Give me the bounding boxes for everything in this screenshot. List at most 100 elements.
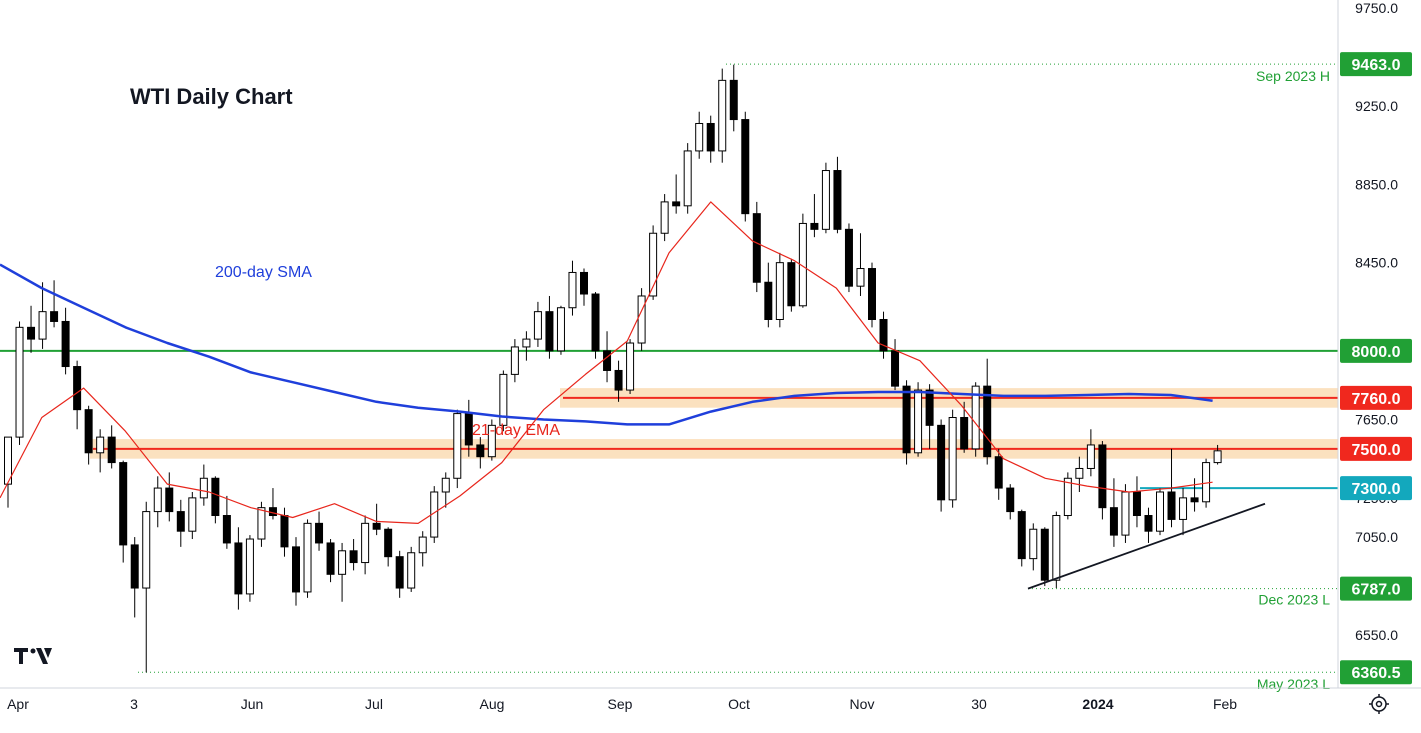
candle[interactable] — [879, 311, 888, 359]
candle[interactable] — [637, 288, 646, 351]
candle[interactable] — [384, 527, 393, 567]
candle[interactable] — [994, 448, 1003, 500]
candle[interactable] — [234, 527, 243, 610]
candle[interactable] — [614, 360, 623, 402]
candle[interactable] — [741, 111, 750, 222]
candle[interactable] — [407, 546, 416, 592]
candle[interactable] — [418, 531, 427, 567]
candle[interactable] — [176, 499, 185, 547]
candle[interactable] — [326, 539, 335, 583]
candle[interactable] — [303, 519, 312, 598]
gear-icon[interactable] — [1369, 694, 1389, 714]
candle[interactable] — [199, 464, 208, 506]
candle[interactable] — [222, 495, 231, 549]
candle[interactable] — [211, 476, 220, 524]
candle[interactable] — [868, 262, 876, 328]
candle[interactable] — [960, 401, 969, 453]
candle[interactable] — [4, 436, 12, 508]
candle[interactable] — [441, 472, 450, 508]
price-badge-8000.0[interactable]: 8000.0 — [1340, 338, 1412, 363]
candle[interactable] — [545, 295, 554, 359]
candle[interactable] — [649, 225, 658, 300]
candle[interactable] — [361, 515, 370, 575]
candle[interactable] — [130, 537, 139, 618]
candle[interactable] — [119, 460, 128, 563]
candle[interactable] — [1132, 476, 1141, 528]
candle[interactable] — [1075, 456, 1084, 492]
candle[interactable] — [165, 472, 174, 522]
candle[interactable] — [591, 292, 600, 359]
candle[interactable] — [775, 252, 784, 328]
candle[interactable] — [1040, 527, 1049, 587]
candle[interactable] — [153, 476, 162, 528]
candle[interactable] — [315, 511, 324, 551]
price-badge-7300.0[interactable]: 7300.0 — [1340, 476, 1412, 501]
price-badge-7500.0[interactable]: 7500.0 — [1340, 436, 1412, 461]
candle[interactable] — [695, 111, 704, 159]
candle[interactable] — [798, 213, 807, 308]
tradingview-logo[interactable]: TV — [0, 0, 52, 664]
candle[interactable] — [1098, 441, 1107, 520]
candle[interactable] — [1063, 472, 1072, 520]
candle[interactable] — [476, 437, 485, 469]
candle[interactable] — [27, 305, 36, 353]
candle[interactable] — [983, 358, 992, 465]
ema-21-line[interactable] — [0, 201, 1213, 524]
candle[interactable] — [706, 115, 715, 163]
candle[interactable] — [1179, 488, 1188, 536]
candle[interactable] — [660, 194, 669, 242]
sma-200-line[interactable] — [0, 263, 1213, 426]
candle[interactable] — [292, 537, 300, 606]
candle[interactable] — [73, 360, 82, 430]
candle[interactable] — [1052, 511, 1061, 589]
candle[interactable] — [84, 405, 93, 465]
candle[interactable] — [96, 429, 105, 473]
candle[interactable] — [1190, 478, 1199, 512]
candle[interactable] — [1086, 429, 1095, 477]
candle[interactable] — [142, 501, 151, 673]
candle[interactable] — [1121, 484, 1130, 543]
candle[interactable] — [107, 425, 116, 469]
candle[interactable] — [729, 64, 738, 132]
candle[interactable] — [948, 409, 957, 508]
candle[interactable] — [568, 260, 577, 316]
candle[interactable] — [556, 305, 565, 355]
candle[interactable] — [672, 174, 681, 214]
candle[interactable] — [821, 162, 830, 234]
candle[interactable] — [1017, 509, 1026, 567]
candle[interactable] — [522, 331, 531, 361]
price-badge-6360.5[interactable]: 6360.5 — [1340, 660, 1412, 685]
candle[interactable] — [718, 68, 727, 163]
candle[interactable] — [50, 280, 59, 328]
candle[interactable] — [1006, 484, 1015, 520]
candle[interactable] — [188, 491, 197, 540]
candle[interactable] — [268, 488, 277, 520]
candle[interactable] — [891, 339, 900, 391]
candle[interactable] — [395, 550, 404, 598]
candle[interactable] — [257, 501, 266, 547]
candle[interactable] — [245, 535, 254, 602]
price-badge-9463.0[interactable]: 9463.0 — [1340, 52, 1412, 77]
candle[interactable] — [1109, 478, 1118, 547]
candle[interactable] — [338, 542, 347, 602]
candle[interactable] — [533, 301, 542, 347]
candle[interactable] — [752, 201, 761, 293]
candle[interactable] — [683, 143, 692, 214]
candle[interactable] — [787, 258, 796, 312]
candle[interactable] — [372, 503, 381, 536]
candle[interactable] — [1213, 444, 1222, 465]
candle[interactable] — [833, 156, 842, 234]
candle[interactable] — [349, 539, 358, 571]
time-axis[interactable]: Apr 3 Jun Jul Aug Sep Oct Nov 30 2024 Feb — [7, 696, 1237, 712]
candle[interactable] — [844, 223, 853, 293]
candle[interactable] — [626, 339, 635, 394]
candle[interactable] — [764, 262, 773, 328]
candle[interactable] — [937, 419, 946, 512]
price-badge-6787.0[interactable]: 6787.0 — [1340, 576, 1412, 601]
candle[interactable] — [38, 282, 47, 349]
candle[interactable] — [856, 233, 865, 296]
price-badge-7760.0[interactable]: 7760.0 — [1340, 385, 1412, 410]
candle[interactable] — [914, 382, 923, 457]
candle[interactable] — [487, 419, 496, 461]
